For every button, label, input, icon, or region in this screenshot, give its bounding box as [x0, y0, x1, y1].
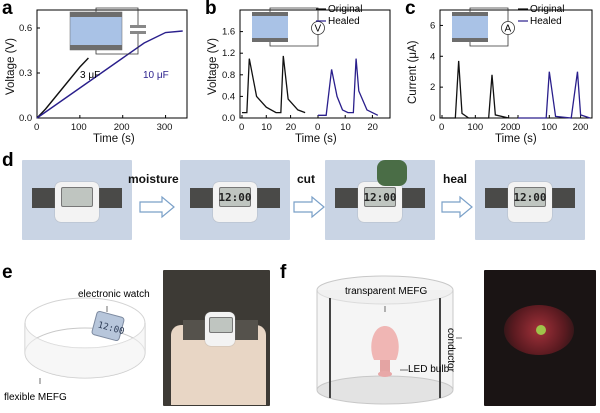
watch-screen-d1 — [61, 187, 93, 207]
svg-text:Original: Original — [530, 4, 564, 15]
c-ylabel: Current (μA) — [407, 40, 419, 104]
photo-watch-cut: 12:00 — [325, 160, 435, 240]
photo-led-lit — [484, 270, 596, 406]
photo-watch-dry — [22, 160, 132, 240]
photo-watch-healed: 12:00 — [475, 160, 585, 240]
a-series-label-3uF: 3 μF — [80, 70, 100, 81]
panel-b-label: b — [205, 0, 217, 19]
b-xlabel: Time (s) — [295, 133, 337, 145]
led-bulb — [371, 326, 399, 377]
a-xtick-label: 200 — [114, 122, 130, 133]
a-xlabel: Time (s) — [93, 133, 135, 145]
a-xtick-label: 300 — [157, 122, 173, 133]
b-ytick-label: 0.0 — [222, 113, 235, 124]
ammeter-inset-c: A — [452, 7, 515, 47]
a-series-line-1 — [36, 30, 183, 119]
panel-c-label: c — [405, 0, 416, 19]
transparent-cylinder-illustration — [316, 275, 462, 405]
panel-b-chart: 0 10 20 0 10 20 0.0 0.4 0.8 1.2 1.6 V Original Hea… — [207, 4, 391, 145]
annotation-led-bulb: LED bulb — [408, 364, 450, 375]
watch-screen-d3: 12:00 — [363, 187, 397, 207]
b-series-original — [242, 55, 306, 114]
a-series-label-10uF: 10 μF — [143, 70, 169, 81]
b-legend: Original Healed — [316, 4, 362, 27]
b-xtick-label: 20 — [286, 122, 297, 133]
svg-text:Healed: Healed — [530, 16, 562, 27]
photo-watch-on-wrist — [163, 270, 270, 406]
c-xtick-label: 0 — [515, 122, 520, 133]
b-xtick-label: 10 — [340, 122, 351, 133]
label-moisture: moisture — [128, 172, 179, 186]
c-ytick-label: 6 — [430, 20, 435, 31]
b-xtick-label: 0 — [239, 122, 244, 133]
flexible-band-illustration: 12:00 — [24, 297, 146, 384]
a-ytick-label: 0.6 — [19, 23, 32, 34]
b-ytick-label: 0.8 — [222, 70, 235, 81]
c-xtick-label: 200 — [501, 122, 517, 133]
c-series-healed — [518, 71, 591, 119]
photo-watch-moist: 12:00 — [180, 160, 290, 240]
label-cut: cut — [297, 172, 315, 186]
a-ytick-label: 0.0 — [19, 113, 32, 124]
watch-screen-d2: 12:00 — [218, 187, 252, 207]
annotation-flexible-mefg: flexible MEFG — [4, 392, 67, 403]
led-light-spot — [536, 325, 546, 335]
annotation-transparent-mefg: transparent MEFG — [345, 286, 428, 297]
a-xtick-label: 100 — [71, 122, 87, 133]
c-xtick-label: 200 — [573, 122, 589, 133]
svg-text:A: A — [505, 24, 512, 35]
c-ytick-label: 4 — [430, 51, 435, 62]
c-xtick-label: 100 — [467, 122, 483, 133]
c-xlabel: Time (s) — [495, 133, 537, 145]
annotation-electronic-watch: electronic watch — [78, 289, 150, 300]
c-xtick-label: 100 — [541, 122, 557, 133]
panel-e-label: e — [2, 262, 13, 283]
arrow-heal — [441, 195, 473, 219]
c-series-original — [442, 60, 509, 119]
b-ytick-label: 0.4 — [222, 91, 235, 102]
c-xtick-label: 0 — [439, 122, 444, 133]
a-xtick-label: 0 — [34, 122, 39, 133]
a-ytick-label: 0.3 — [19, 68, 32, 79]
a-ylabel: Voltage (V) — [5, 38, 17, 95]
svg-text:Original: Original — [328, 4, 362, 15]
watch-screen-e — [209, 317, 233, 333]
svg-text:Healed: Healed — [328, 16, 360, 27]
arrow-cut — [293, 195, 325, 219]
c-ytick-label: 2 — [430, 82, 435, 93]
b-ylabel: Voltage (V) — [207, 38, 219, 95]
label-heal: heal — [443, 172, 468, 186]
watch-face-e: 12:00 — [91, 310, 125, 342]
b-xtick-label: 0 — [315, 122, 320, 133]
c-legend: Original Healed — [518, 4, 564, 27]
arrow-moisture — [139, 195, 175, 219]
svg-text:V: V — [315, 24, 322, 35]
b-xtick-label: 20 — [367, 122, 378, 133]
b-ytick-label: 1.6 — [222, 27, 235, 38]
b-series-healed — [318, 58, 379, 116]
c-ytick-label: 0 — [430, 113, 435, 124]
watch-screen-d4: 12:00 — [513, 187, 547, 207]
voltmeter-inset-b: V — [252, 7, 325, 47]
b-ytick-label: 1.2 — [222, 48, 235, 59]
a-series-line-0 — [36, 57, 89, 119]
panel-d-label: d — [2, 150, 14, 171]
b-xtick-label: 10 — [261, 122, 272, 133]
panel-f-label: f — [280, 262, 287, 283]
capacitor-inset-a — [69, 7, 146, 55]
panel-a-label: a — [2, 0, 13, 19]
hand-with-scissors — [377, 160, 407, 186]
